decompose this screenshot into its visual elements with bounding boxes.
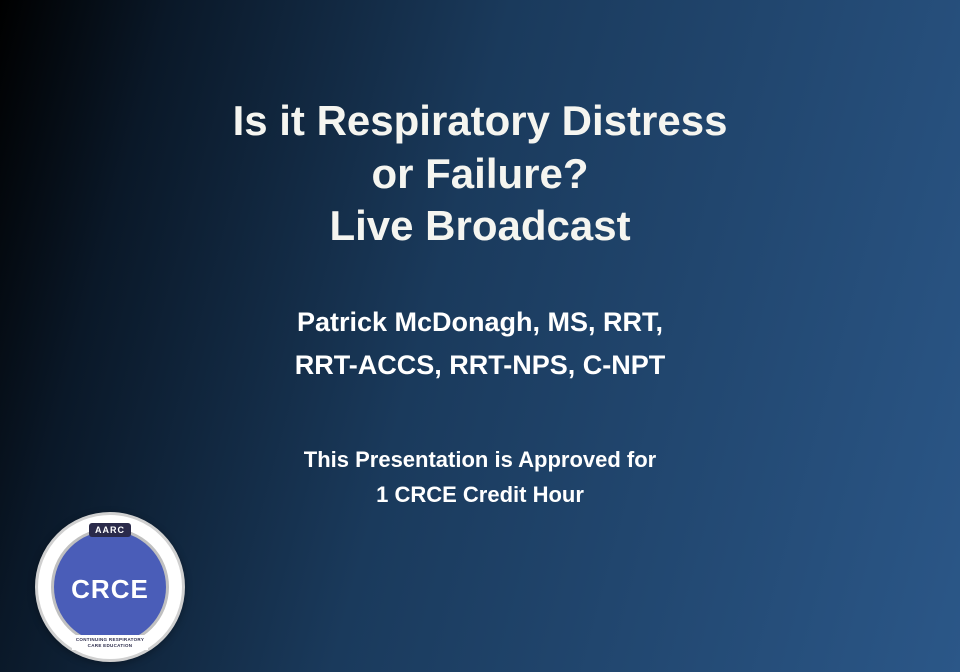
logo-top-badge: AARC — [89, 523, 131, 537]
logo-subtitle-badge: CONTINUING RESPIRATORY CARE EDUCATION — [72, 635, 148, 650]
credit-line-1: This Presentation is Approved for — [304, 442, 656, 477]
title-line-2: or Failure? — [233, 148, 728, 201]
presenter-line-1: Patrick McDonagh, MS, RRT, — [295, 301, 666, 344]
logo-main-text: CRCE — [71, 574, 149, 605]
credit-info: This Presentation is Approved for 1 CRCE… — [304, 442, 656, 512]
logo-inner-circle: AARC CRCE CONTINUING RESPIRATORY CARE ED… — [51, 528, 169, 646]
presenter-line-2: RRT-ACCS, RRT-NPS, C-NPT — [295, 344, 666, 387]
crce-logo: AARC CRCE CONTINUING RESPIRATORY CARE ED… — [35, 512, 185, 662]
slide-container: Is it Respiratory Distress or Failure? L… — [0, 0, 960, 672]
slide-title: Is it Respiratory Distress or Failure? L… — [233, 95, 728, 253]
title-line-1: Is it Respiratory Distress — [233, 95, 728, 148]
title-line-3: Live Broadcast — [233, 200, 728, 253]
credit-line-2: 1 CRCE Credit Hour — [304, 477, 656, 512]
logo-subtitle-line-2: CARE EDUCATION — [76, 643, 144, 648]
presenter-info: Patrick McDonagh, MS, RRT, RRT-ACCS, RRT… — [295, 301, 666, 387]
logo-outer-ring: AARC CRCE CONTINUING RESPIRATORY CARE ED… — [35, 512, 185, 662]
logo-subtitle-line-1: CONTINUING RESPIRATORY — [76, 637, 144, 642]
